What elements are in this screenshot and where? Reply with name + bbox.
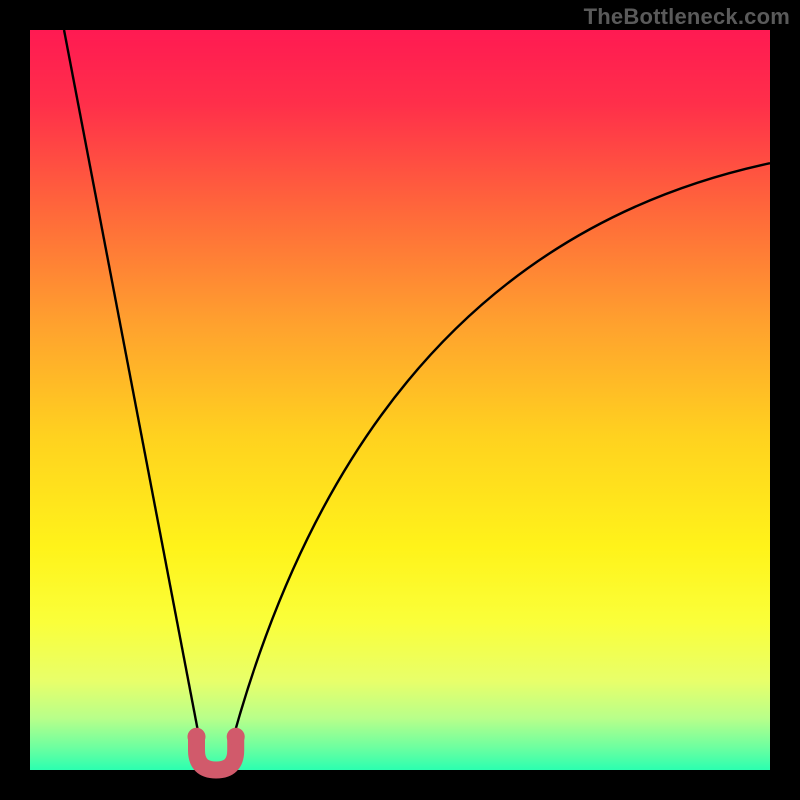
bottleneck-chart — [0, 0, 800, 800]
plot-background — [30, 30, 770, 770]
chart-container: { "watermark": { "text": "TheBottleneck.… — [0, 0, 800, 800]
watermark-text: TheBottleneck.com — [584, 4, 790, 30]
